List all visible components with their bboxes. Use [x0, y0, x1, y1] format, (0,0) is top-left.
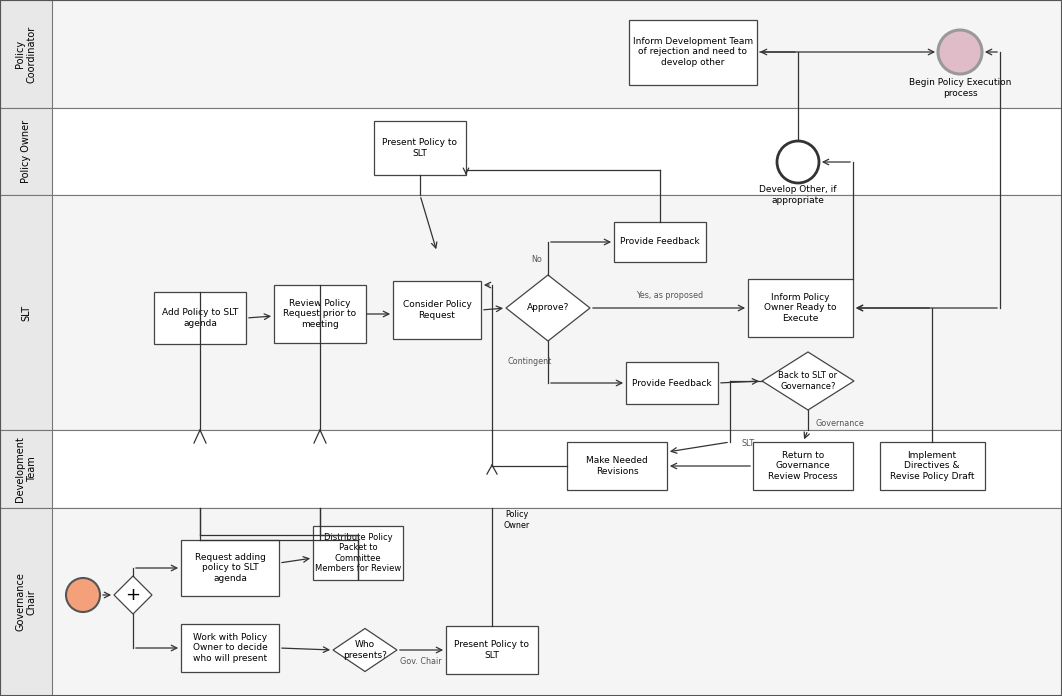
Text: Present Policy to
SLT: Present Policy to SLT [382, 139, 458, 158]
Text: Inform Policy
Owner Ready to
Execute: Inform Policy Owner Ready to Execute [764, 293, 836, 323]
Text: Inform Development Team
of rejection and need to
develop other: Inform Development Team of rejection and… [633, 37, 753, 67]
Bar [0, 430, 52, 508]
Text: Make Needed
Revisions: Make Needed Revisions [586, 457, 648, 475]
Bar [446, 626, 538, 674]
Text: Approve?: Approve? [527, 303, 569, 313]
Text: Work with Policy
Owner to decide
who will present: Work with Policy Owner to decide who wil… [192, 633, 268, 663]
Bar [0, 430, 1062, 508]
Bar [0, 195, 52, 430]
Bar [0, 508, 1062, 696]
Text: Develop Other, if
appropriate: Develop Other, if appropriate [759, 185, 837, 205]
Circle shape [66, 578, 100, 612]
Text: Provide Feedback: Provide Feedback [632, 379, 712, 388]
Bar [393, 281, 481, 339]
Text: Back to SLT or
Governance?: Back to SLT or Governance? [778, 371, 838, 390]
Text: Policy Owner: Policy Owner [21, 120, 31, 183]
Bar [181, 540, 279, 596]
Text: Yes, as proposed: Yes, as proposed [636, 292, 703, 301]
Text: Contingent: Contingent [508, 358, 552, 367]
Text: Present Policy to
SLT: Present Policy to SLT [455, 640, 530, 660]
Bar [181, 624, 279, 672]
Text: Governance: Governance [816, 420, 864, 429]
Text: SLT: SLT [21, 304, 31, 321]
Text: Request adding
policy to SLT
agenda: Request adding policy to SLT agenda [194, 553, 266, 583]
Bar [374, 121, 466, 175]
Bar [154, 292, 246, 344]
Bar [0, 195, 1062, 430]
Text: Return to
Governance
Review Process: Return to Governance Review Process [768, 451, 838, 481]
Bar [567, 442, 667, 490]
Text: SLT: SLT [741, 439, 755, 448]
Bar [626, 362, 718, 404]
Text: Consider Policy
Request: Consider Policy Request [402, 300, 472, 319]
Polygon shape [506, 275, 590, 341]
Text: Review Policy
Request prior to
meeting: Review Policy Request prior to meeting [284, 299, 357, 329]
Bar [748, 279, 853, 337]
Polygon shape [763, 352, 854, 410]
Text: Policy
Coordinator: Policy Coordinator [15, 25, 37, 83]
Bar [0, 108, 1062, 195]
Text: No: No [532, 255, 543, 264]
Bar [753, 442, 853, 490]
Text: Development
Team: Development Team [15, 436, 37, 502]
Text: Provide Feedback: Provide Feedback [620, 237, 700, 246]
Text: Implement
Directives &
Revise Policy Draft: Implement Directives & Revise Policy Dra… [890, 451, 974, 481]
Bar [274, 285, 366, 343]
Bar [0, 108, 52, 195]
Bar [0, 0, 1062, 108]
Bar [313, 526, 402, 580]
Text: Who
presents?: Who presents? [343, 640, 387, 660]
Circle shape [777, 141, 819, 183]
Bar [0, 0, 52, 108]
Text: Policy
Owner: Policy Owner [504, 510, 530, 530]
Polygon shape [333, 628, 397, 672]
Bar [629, 19, 757, 84]
Bar [0, 508, 52, 696]
Text: Gov. Chair: Gov. Chair [400, 656, 442, 665]
Polygon shape [114, 576, 152, 614]
Bar [879, 442, 984, 490]
Text: +: + [125, 586, 140, 604]
Text: Governance
Chair: Governance Chair [15, 573, 37, 631]
Text: Add Policy to SLT
agenda: Add Policy to SLT agenda [161, 308, 238, 328]
Circle shape [938, 30, 982, 74]
Bar [614, 222, 706, 262]
Text: Begin Policy Execution
process: Begin Policy Execution process [909, 78, 1011, 97]
Text: Distribute Policy
Packet to
Committee
Members for Review: Distribute Policy Packet to Committee Me… [314, 533, 401, 573]
